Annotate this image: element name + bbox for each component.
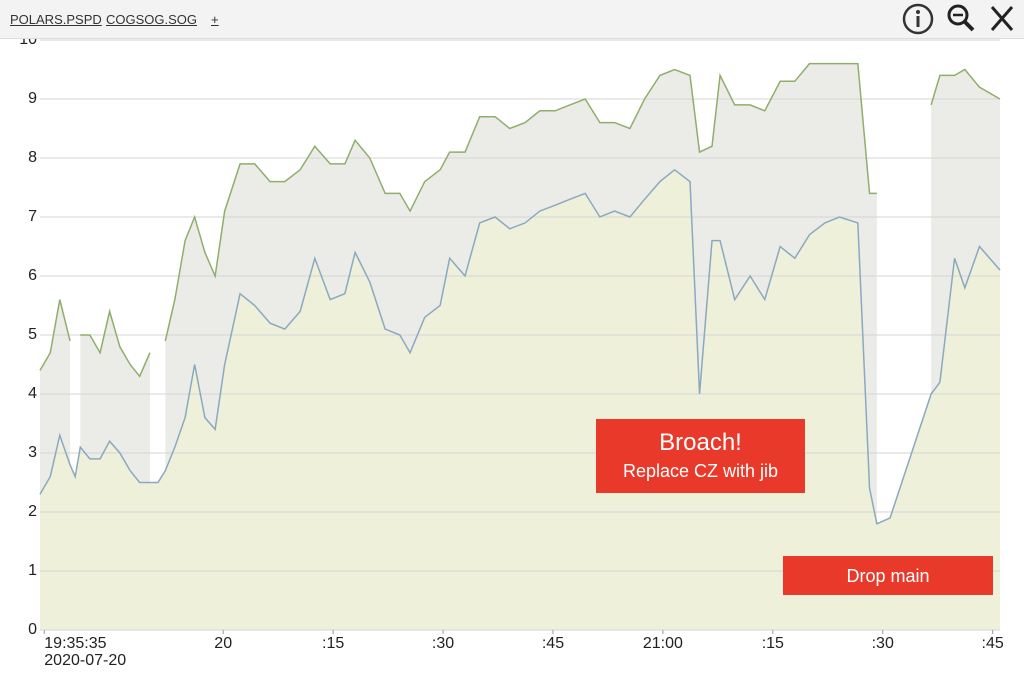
x-tick-label: :45 (982, 635, 1004, 652)
zoom-button[interactable] (947, 4, 975, 32)
y-tick-label: 7 (28, 208, 37, 225)
annotation-title: Broach! (659, 429, 742, 456)
add-tab[interactable]: + (211, 12, 219, 27)
x-tick-label: 19:35:35 (44, 635, 106, 652)
x-tick-label: 20 (214, 635, 232, 652)
series-tab[interactable]: POLARS.PSPD (10, 12, 102, 27)
info-button[interactable] (902, 3, 934, 35)
annotation-text: Replace CZ with jib (622, 461, 779, 481)
tab-bar: POLARS.PSPD COGSOG.SOG + (0, 0, 1024, 39)
x-tick-label: 21:00 (643, 635, 683, 652)
x-tick-label: :45 (542, 635, 564, 652)
y-tick-label: 6 (28, 267, 37, 284)
line (39, 62, 1001, 378)
y-tick-label: 5 (28, 326, 37, 343)
y-tick-label: 3 (28, 444, 37, 461)
toolbar-icons (902, 3, 1014, 35)
y-tick-label: 0 (28, 621, 37, 638)
x-date-label: 2020-07-20 (44, 652, 126, 669)
y-tick-label: 2 (28, 503, 37, 520)
x-tick-label: :15 (322, 635, 344, 652)
y-tick-label: 4 (28, 385, 37, 402)
close-button[interactable] (990, 6, 1014, 31)
y-tick-label: 8 (28, 149, 37, 166)
y-tick-label: 9 (28, 90, 37, 107)
x-tick-label: :30 (432, 635, 454, 652)
y-tick-label: 1 (28, 562, 37, 579)
area (40, 169, 1000, 631)
x-tick-label: :30 (872, 635, 894, 652)
annotation: Drop main (783, 556, 993, 595)
annotation-title: Drop main (846, 566, 930, 586)
annotation: Broach! Replace CZ with jib (596, 419, 805, 493)
series-tab[interactable]: COGSOG.SOG (106, 12, 198, 27)
line (39, 168, 1001, 525)
x-tick-label: :15 (762, 635, 784, 652)
